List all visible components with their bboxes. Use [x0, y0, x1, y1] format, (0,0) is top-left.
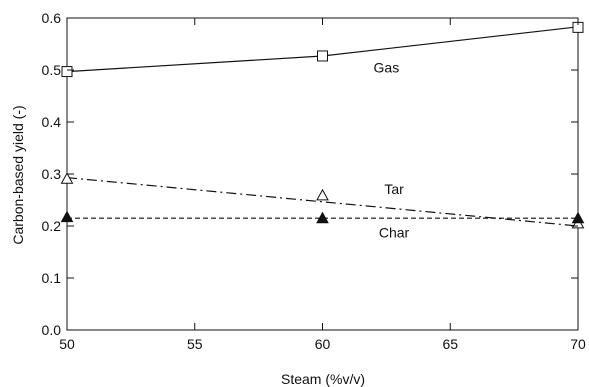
tar-point	[316, 188, 329, 201]
annotations: Gas Tar Char	[374, 60, 410, 241]
y-tick-label: 0.3	[42, 166, 62, 182]
gas-label: Gas	[374, 60, 400, 76]
y-tick-label: 0.4	[42, 114, 62, 130]
gas-point	[317, 50, 328, 62]
y-tick-label: 0.5	[42, 62, 62, 78]
y-tick-label: 0.6	[42, 10, 62, 26]
y-axis-label: Carbon-based yield (-)	[10, 105, 26, 244]
x-tick-label: 70	[570, 336, 586, 352]
markers	[60, 21, 585, 229]
y-tick-label: 0.2	[42, 218, 62, 234]
plot-frame	[66, 17, 579, 331]
char-point	[571, 211, 585, 224]
tar-label: Tar	[384, 181, 404, 197]
y-tick-label: 0.0	[42, 322, 62, 338]
char-point	[316, 211, 329, 224]
x-tick-label: 50	[59, 336, 75, 352]
x-tick-label: 60	[315, 336, 331, 352]
gas-point	[61, 66, 73, 78]
x-axis-label: Steam (%v/v)	[281, 371, 365, 387]
y-tick-label: 0.1	[42, 270, 62, 286]
tar-point	[60, 172, 74, 184]
char-point	[60, 210, 74, 223]
ticks	[66, 17, 579, 331]
tick-labels: 50 55 60 65 70 0.0 0.1 0.2 0.3 0.4 0.5 0.6	[42, 10, 586, 352]
x-tick-label: 65	[442, 336, 458, 352]
plot-area-frame	[66, 17, 579, 331]
x-tick-label: 55	[187, 336, 203, 352]
gas-line	[66, 26, 579, 73]
char-label: Char	[379, 224, 410, 240]
